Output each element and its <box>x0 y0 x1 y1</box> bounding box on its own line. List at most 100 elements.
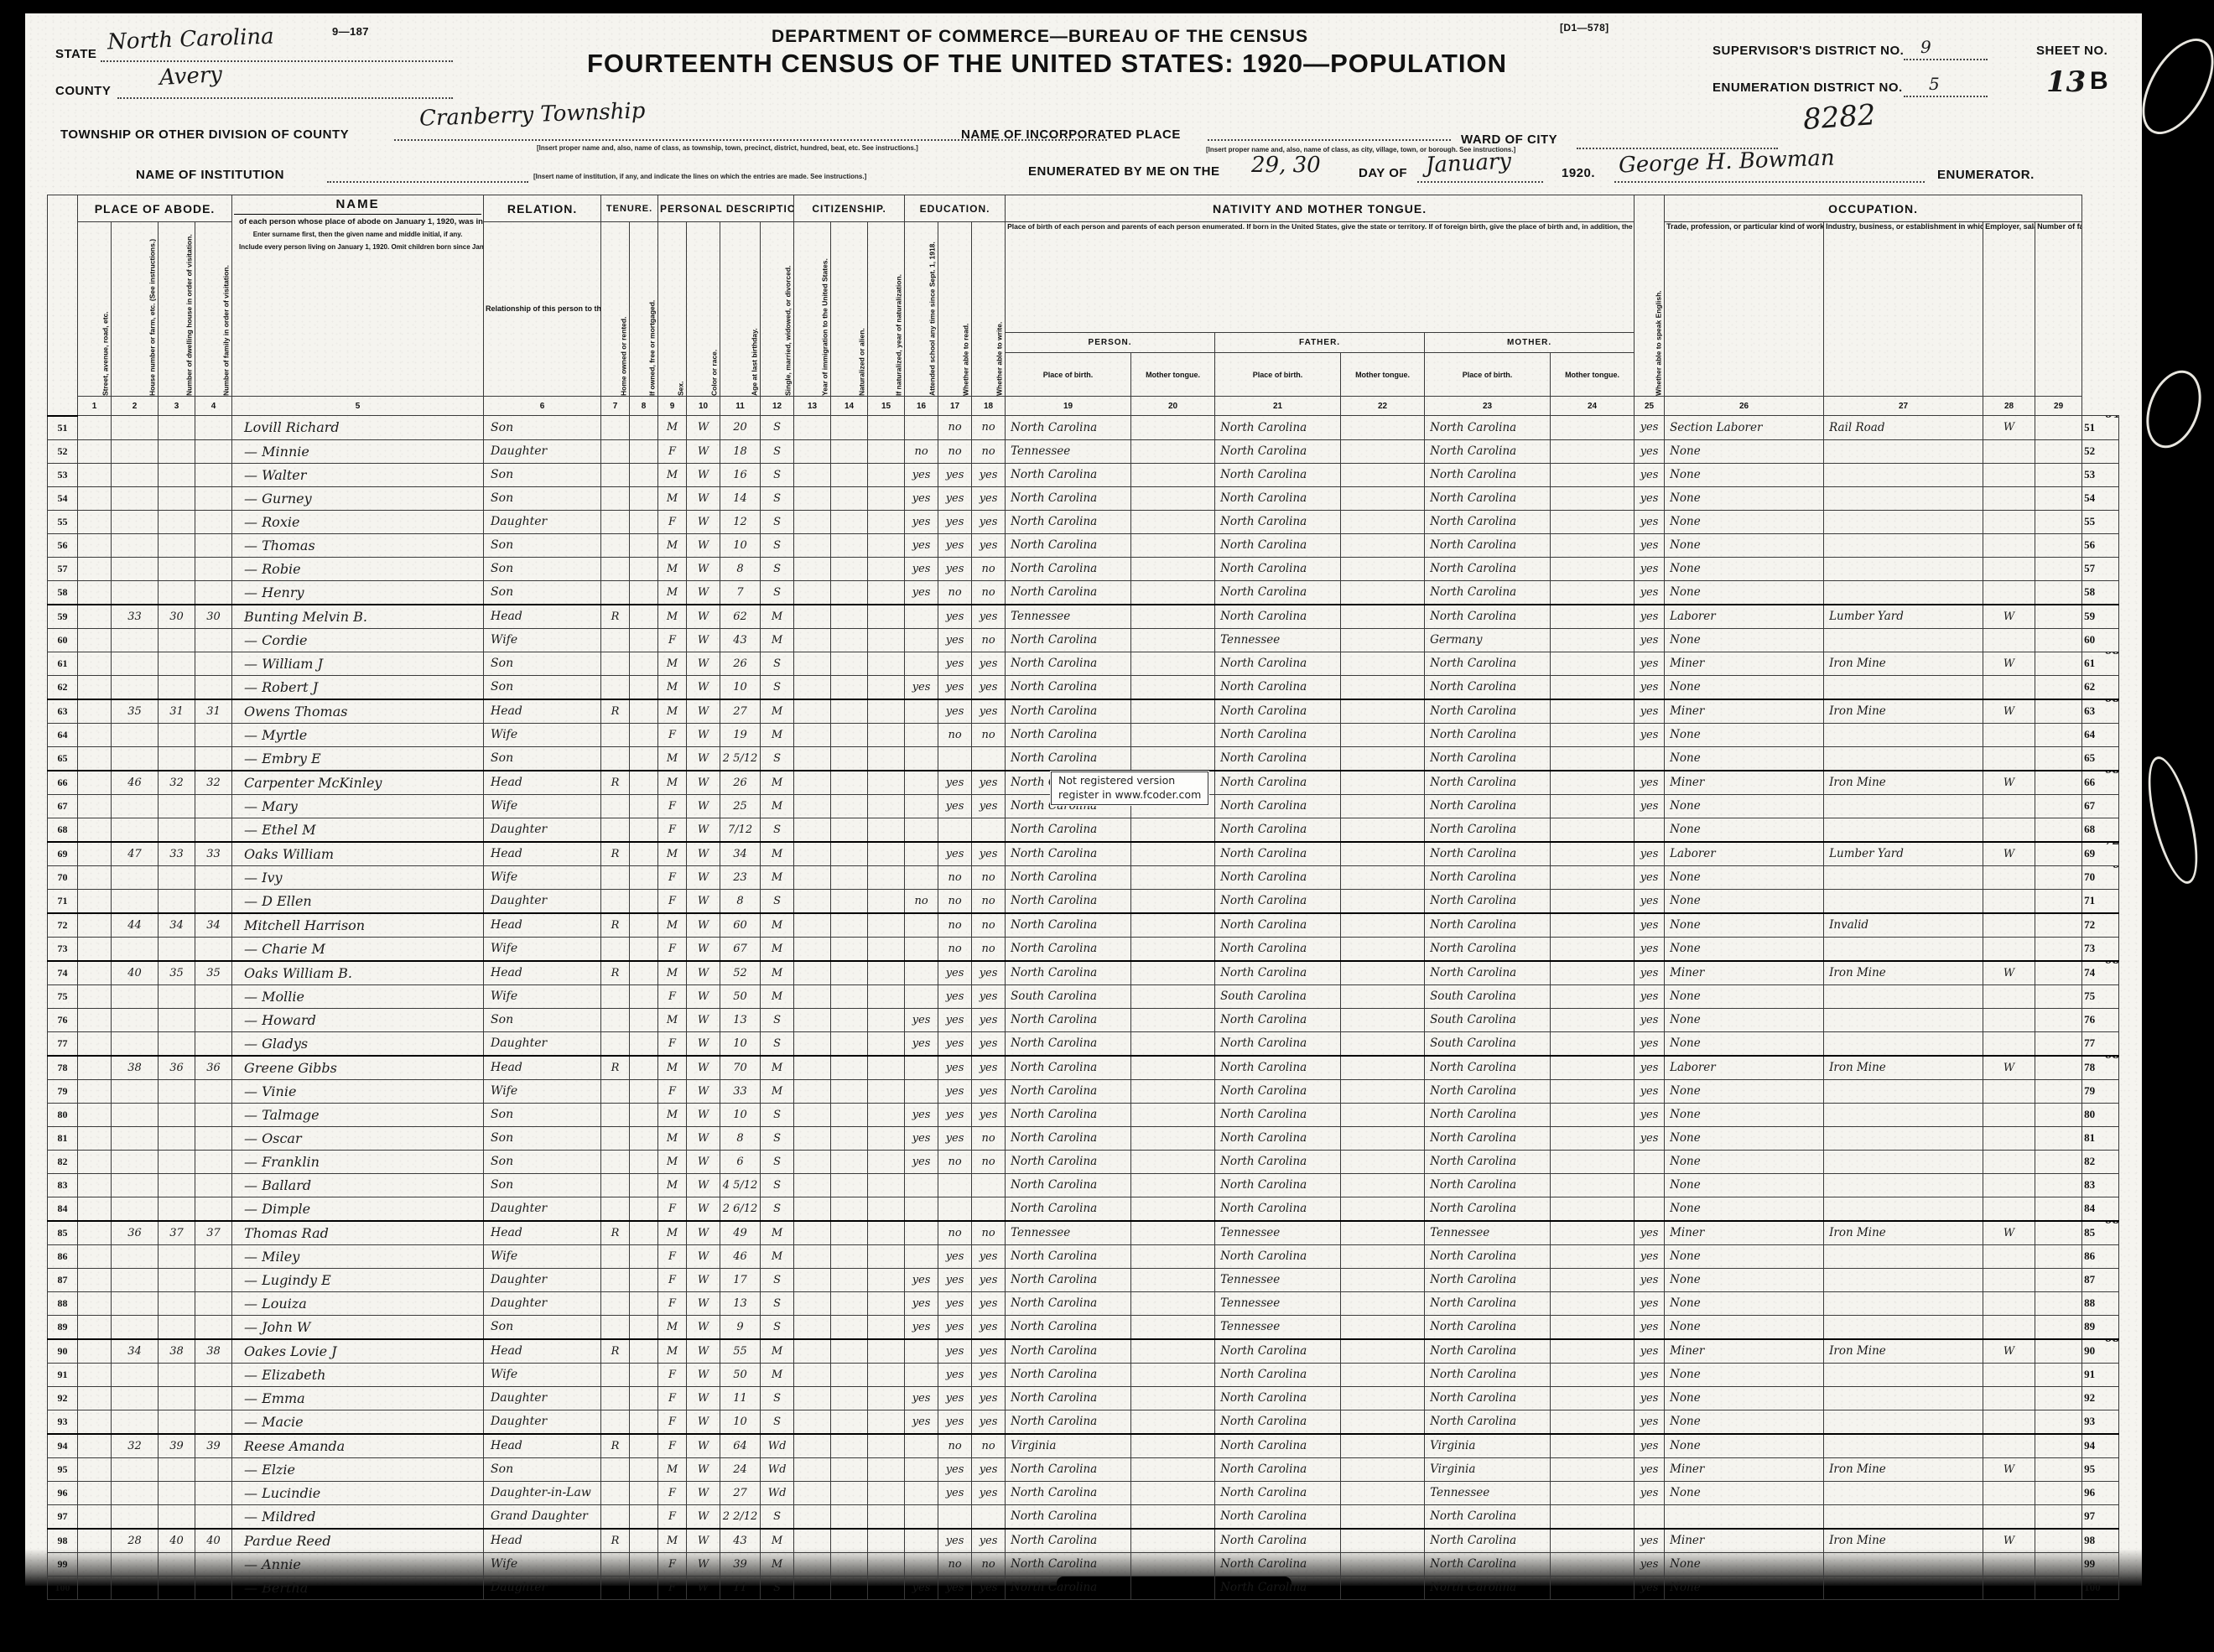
cell: yes <box>1634 1078 1666 1104</box>
cell: — Embry E <box>231 745 485 771</box>
cell: 11 <box>720 1575 761 1600</box>
cell: M <box>657 532 688 558</box>
cell: no <box>938 579 973 605</box>
line-number-right: 79 <box>2081 1078 2120 1104</box>
cell: North Carolina <box>1214 865 1342 890</box>
cell: 10 <box>720 674 761 699</box>
cell <box>629 1527 659 1553</box>
cell: Thomas Rad <box>231 1219 485 1245</box>
census-table: PLACE OF ABODE. NAME of each person whos… <box>47 195 2120 1600</box>
county-line <box>117 97 453 99</box>
cell <box>1550 1291 1635 1316</box>
cell <box>77 698 112 724</box>
cell: 13 <box>720 1007 761 1032</box>
cell: North Carolina <box>1005 1125 1132 1151</box>
line-number-left: 98 <box>47 1527 78 1553</box>
cell <box>830 840 869 866</box>
cell: M <box>657 1007 688 1032</box>
cell: North Carolina <box>1005 1244 1132 1269</box>
cell: yes <box>938 959 973 985</box>
cell <box>830 532 869 558</box>
cell <box>2035 532 2083 558</box>
cell <box>77 1409 112 1434</box>
cell: 23 <box>720 865 761 890</box>
cell: yes <box>971 698 1006 724</box>
cell <box>867 1385 906 1410</box>
line-number-left: 92 <box>47 1385 78 1410</box>
enumerated-year: 1920. <box>1562 166 1596 180</box>
cell <box>600 936 631 961</box>
cell <box>830 793 869 818</box>
cell: North Carolina <box>1424 698 1551 724</box>
line-number-right: 55 <box>2081 509 2120 534</box>
cell <box>600 817 631 842</box>
cell <box>1550 1504 1635 1529</box>
cell: yes <box>971 1031 1006 1056</box>
column-number-2: 2 <box>111 396 159 416</box>
cell <box>867 1527 906 1553</box>
cell: yes <box>938 1125 973 1151</box>
cell: yes <box>938 1007 973 1032</box>
cell: North Carolina <box>1214 1457 1342 1482</box>
cell: — Myrtle <box>231 722 485 747</box>
cell: no <box>971 1149 1006 1174</box>
township-label: Township or other division of county <box>60 127 350 142</box>
cell <box>904 936 939 961</box>
cell: yes <box>904 509 939 534</box>
cell: yes <box>1634 627 1666 652</box>
line-number-right: 76 <box>2081 1007 2120 1032</box>
cell <box>158 865 195 890</box>
cell <box>629 1031 659 1056</box>
cell: M <box>760 1551 795 1577</box>
cell: North Carolina <box>1005 912 1132 938</box>
cell <box>1983 1385 2036 1410</box>
cell <box>830 984 869 1009</box>
cell: W <box>686 1362 721 1387</box>
cell: — Dimple <box>231 1196 485 1221</box>
cell <box>600 509 631 534</box>
line-number-right: 6108 <box>2081 651 2120 676</box>
cell: 25 <box>720 793 761 818</box>
cell <box>1634 1149 1666 1174</box>
cell <box>1550 1054 1635 1080</box>
cell: W <box>686 1031 721 1056</box>
cell: None <box>1664 1172 1825 1197</box>
cell: North Carolina <box>1424 1314 1551 1339</box>
cell: Invalid <box>1823 912 1984 938</box>
cell <box>793 1054 832 1080</box>
cell: yes <box>904 1409 939 1434</box>
cell <box>111 651 159 676</box>
name-group-title: NAME <box>234 196 482 215</box>
cell <box>1823 1575 1984 1600</box>
cell: — Walter <box>231 462 485 487</box>
cell <box>629 1409 659 1434</box>
cell <box>830 509 869 534</box>
column-number-1: 1 <box>77 396 112 416</box>
cell <box>830 1314 869 1339</box>
cell: S <box>760 745 795 771</box>
cell <box>158 1125 195 1151</box>
cell: North Carolina <box>1424 1362 1551 1387</box>
cell <box>1550 462 1635 487</box>
cell: W <box>686 722 721 747</box>
column-number-14: 14 <box>830 396 869 416</box>
cell <box>867 888 906 913</box>
cell <box>1983 1196 2036 1221</box>
cell: yes <box>904 1385 939 1410</box>
cell <box>1983 1504 2036 1529</box>
cell <box>1340 1031 1426 1056</box>
cell <box>77 1219 112 1245</box>
cell: W <box>686 1149 721 1174</box>
cell <box>1983 1314 2036 1339</box>
cell: W <box>686 745 721 771</box>
cell: North Carolina <box>1005 1314 1132 1339</box>
cell <box>1340 698 1426 724</box>
cell <box>629 532 659 558</box>
cell <box>600 1102 631 1127</box>
line-number-left: 56 <box>47 532 78 558</box>
column-number-24: 24 <box>1550 396 1635 416</box>
column-number-row: 1 2 3 4 5 6 7 8 9 10 11 12 13 14 15 16 17 18 19 20 21 22 23 24 2… <box>48 396 2119 416</box>
cell: no <box>938 936 973 961</box>
